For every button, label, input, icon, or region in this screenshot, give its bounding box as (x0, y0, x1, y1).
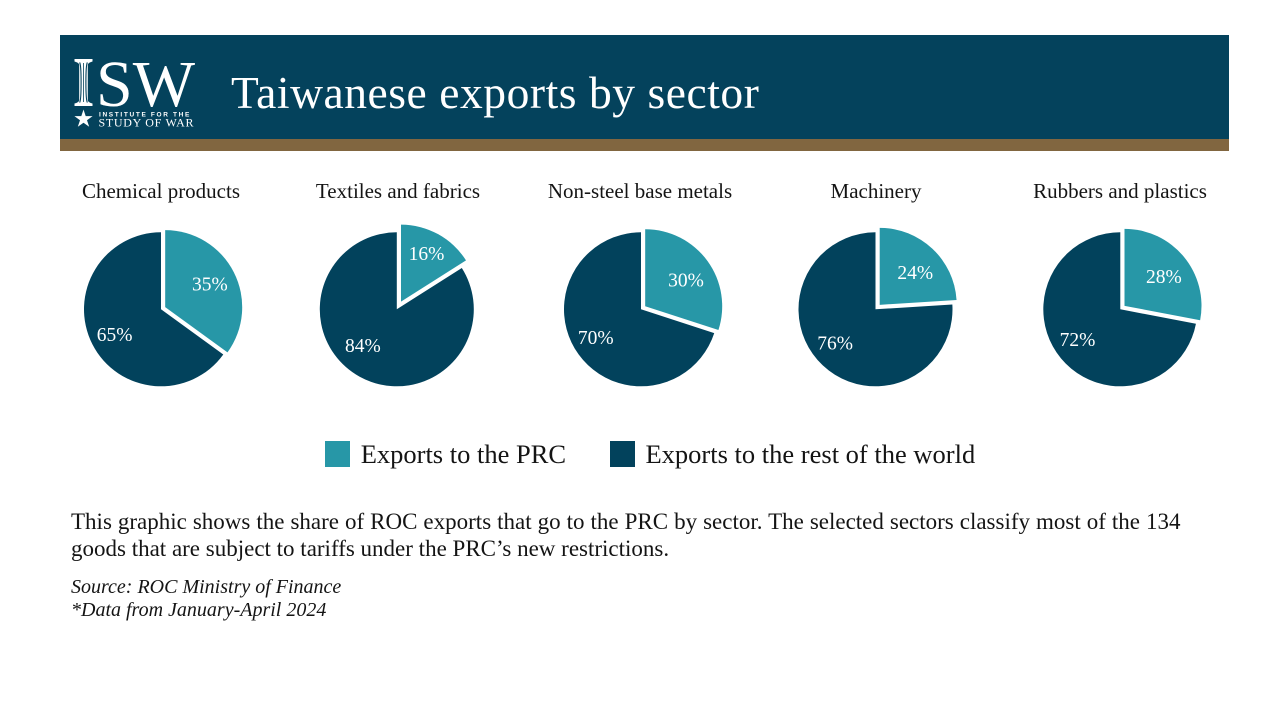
svg-text:16%: 16% (409, 244, 445, 265)
svg-text:INSTITUTE FOR THE: INSTITUTE FOR THE (99, 112, 191, 119)
svg-text:24%: 24% (897, 263, 933, 284)
svg-text:76%: 76% (817, 333, 853, 354)
svg-text:65%: 65% (97, 325, 133, 346)
svg-text:STUDY OF WAR: STUDY OF WAR (99, 116, 195, 130)
svg-text:SW: SW (96, 56, 196, 121)
svg-text:30%: 30% (668, 271, 704, 292)
svg-text:72%: 72% (1060, 330, 1096, 351)
svg-text:70%: 70% (578, 328, 614, 349)
svg-text:35%: 35% (192, 275, 228, 296)
svg-text:84%: 84% (345, 336, 381, 357)
svg-text:28%: 28% (1146, 267, 1182, 288)
